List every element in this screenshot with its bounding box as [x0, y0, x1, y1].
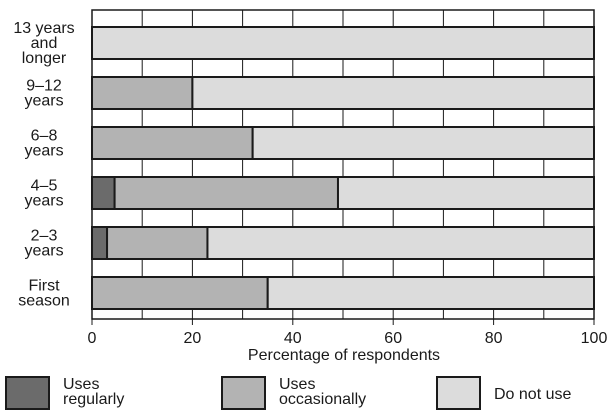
bar-segment	[91, 76, 194, 110]
bar-segment	[91, 126, 254, 160]
category-label: 9–12 years	[24, 78, 63, 110]
legend-swatch	[436, 376, 481, 410]
x-axis-label: Percentage of respondents	[248, 347, 440, 364]
legend-label: Uses occasionally	[279, 376, 366, 408]
bar-segment	[106, 226, 209, 260]
bar-segment	[91, 226, 109, 260]
category-label: First season	[18, 278, 70, 310]
bar-segment	[191, 76, 595, 110]
grid-lines	[91, 9, 595, 320]
category-label: 2–3 years	[24, 228, 63, 260]
x-tick-label: 80	[485, 330, 503, 347]
bars	[91, 26, 596, 310]
category-label: 4–5 years	[24, 178, 63, 210]
bar-segment	[113, 176, 339, 210]
x-tick-label: 60	[384, 330, 402, 347]
x-tick-label: 20	[184, 330, 202, 347]
legend-label: Uses regularly	[63, 376, 124, 408]
bar-segment	[251, 126, 595, 160]
bar-segment	[91, 176, 116, 210]
legend: Uses regularly Uses occasionally Do not use	[5, 376, 571, 410]
x-tick-label: 40	[284, 330, 302, 347]
category-label: 6–8 years	[24, 128, 63, 160]
x-tick-label: 100	[581, 330, 608, 347]
legend-swatch	[5, 376, 50, 410]
x-axis: 0 20 40 60 80 100	[88, 319, 608, 347]
bar-segment	[91, 276, 269, 310]
bar-segment	[266, 276, 595, 310]
bar-segment	[206, 226, 596, 260]
legend-swatch	[221, 376, 266, 410]
bar-segment	[91, 26, 595, 60]
bar-segment	[336, 176, 595, 210]
x-tick-label: 0	[88, 330, 97, 347]
legend-label: Do not use	[494, 386, 571, 403]
category-labels: 13 years and longer 9–12 years 6–8 years 4–5 yea…	[13, 20, 74, 310]
category-label: 13 years and longer	[13, 20, 74, 67]
